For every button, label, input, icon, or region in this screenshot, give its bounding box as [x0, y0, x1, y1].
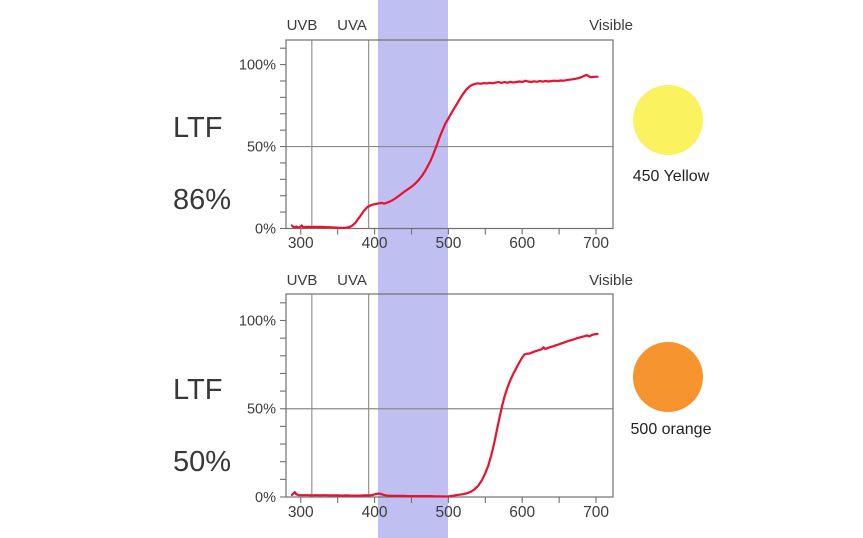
yellow-lens-swatch	[633, 85, 703, 155]
x-tick-label: 500	[435, 235, 461, 252]
x-tick-label: 500	[435, 504, 461, 521]
x-tick-label: 700	[583, 235, 609, 252]
region-label-uva: UVA	[337, 272, 367, 289]
spectral-transmission-500-orange-curve	[290, 332, 599, 498]
y-tick-label: 50%	[247, 140, 276, 156]
y-tick-label: 100%	[239, 58, 276, 74]
plot-border	[285, 39, 614, 230]
x-tick-label: 600	[509, 504, 535, 521]
ltf-50-line1: LTF	[173, 374, 223, 406]
x-tick-label: 700	[583, 504, 609, 521]
ltf-50-line2: 50%	[173, 446, 232, 478]
region-label-uvb: UVB	[287, 17, 318, 34]
y-tick-label: 0%	[255, 222, 276, 238]
spectral-transmission-450-yellow-curve	[290, 73, 599, 229]
y-tick-label: 50%	[247, 402, 276, 418]
region-label-visible: Visible	[589, 272, 633, 289]
yellow-lens-caption: 450 Yellow	[632, 168, 710, 185]
ltf-86-label: LTF 86%	[173, 110, 231, 218]
region-label-visible: Visible	[589, 17, 633, 34]
y-tick-label: 100%	[239, 313, 276, 329]
region-label-uvb: UVB	[287, 272, 318, 289]
y-tick-label: 0%	[255, 490, 276, 506]
ltf-86-line1: LTF	[173, 112, 223, 144]
x-tick-label: 400	[362, 504, 388, 521]
x-tick-label: 300	[288, 504, 314, 521]
orange-lens-caption: 500 orange	[630, 421, 712, 438]
x-tick-label: 600	[509, 235, 535, 252]
plot-border	[285, 293, 614, 498]
x-tick-label: 400	[362, 235, 388, 252]
ltf-50-label: LTF 50%	[173, 372, 231, 480]
ltf-86-line2: 86%	[173, 184, 232, 216]
orange-lens-swatch	[633, 342, 703, 412]
region-label-uva: UVA	[337, 17, 367, 34]
x-tick-label: 300	[288, 235, 314, 252]
